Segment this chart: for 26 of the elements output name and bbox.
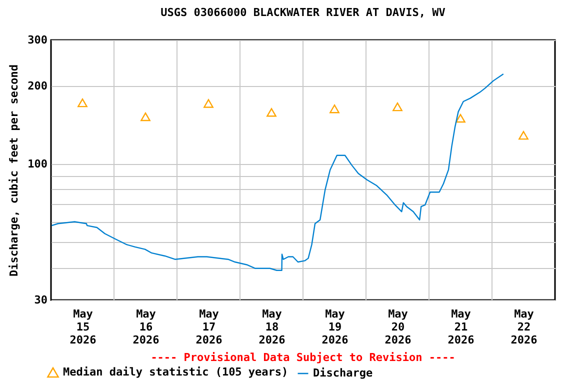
point	[518, 130, 528, 140]
y-axis-title: Discharge, cubic feet per second	[8, 64, 21, 276]
point	[78, 98, 88, 108]
line-series	[51, 73, 504, 271]
point	[266, 108, 276, 117]
text: ---- Provisional Data Subject to Revision ----	[150, 351, 456, 364]
chart-title: USGS 03066000 BLACKWATER RIVER AT DAVIS, WV	[160, 6, 446, 19]
point	[140, 112, 150, 122]
x-tick-label: May 19 2026	[322, 308, 349, 346]
legend-label: Discharge	[313, 366, 373, 380]
x-tick-label: May 17 2026	[196, 308, 223, 346]
point	[456, 114, 466, 123]
x-tick-label: May 21 2026	[448, 308, 475, 346]
y-tick-label: 200	[28, 79, 48, 92]
y-tick-label: 300	[28, 34, 48, 46]
x-tick-label: May 18 2026	[258, 308, 286, 346]
y-tick-label: 100	[28, 158, 48, 171]
x-tick-label: May 22 2026	[510, 308, 538, 346]
legend-label: Median daily statistic (105 years)	[63, 365, 288, 378]
point	[392, 102, 402, 112]
point	[204, 99, 214, 108]
point	[330, 104, 340, 114]
x-tick-label: May 16 2026	[132, 308, 160, 346]
y-tick-label: 30	[34, 294, 48, 306]
x-tick-label: May 15 2026	[70, 308, 97, 346]
x-tick-label: May 20 2026	[384, 308, 412, 346]
